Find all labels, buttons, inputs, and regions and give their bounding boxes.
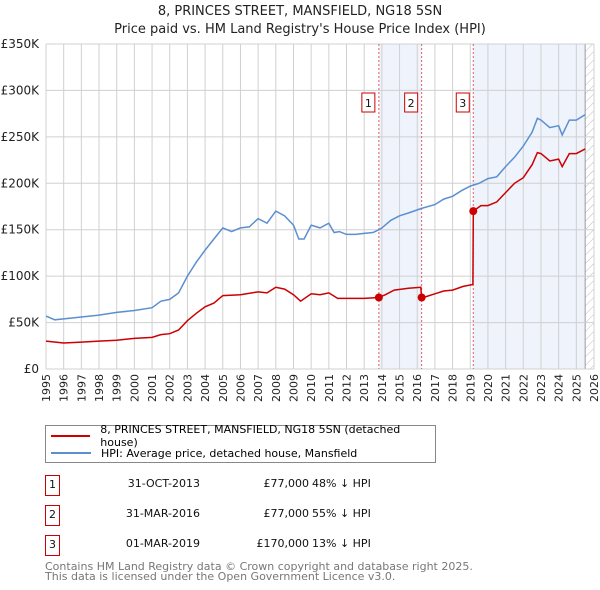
- sale-price: £170,000: [256, 537, 310, 550]
- sale-label-box: [455, 92, 470, 113]
- x-tick-label: 1999: [111, 374, 124, 402]
- sale-marker-badge: 3: [45, 535, 60, 556]
- sale-label: 3: [459, 97, 466, 110]
- y-tick-label: £300K: [1, 83, 41, 97]
- legend-label-hpi: HPI: Average price, detached house, Mans…: [101, 446, 358, 460]
- legend-swatch-hpi: [51, 452, 91, 454]
- legend-label-property: 8, PRINCES STREET, MANSFIELD, NG18 5SN (…: [100, 423, 401, 449]
- footer-licence: This data is licensed under the Open Gov…: [45, 570, 396, 583]
- sale-price: £77,000: [263, 477, 310, 490]
- x-tick-label: 2011: [323, 374, 336, 402]
- sale-date: 01-MAR-2019: [125, 537, 200, 550]
- sale-point: [374, 293, 383, 302]
- y-tick-label: £250K: [1, 130, 41, 144]
- x-tick-label: 2007: [252, 374, 265, 402]
- x-tick-label: 2022: [517, 374, 530, 402]
- x-tick-label: 1995: [40, 374, 53, 402]
- price-chart: 1995 1996 1997 1998 1999 2000 2001 2002 2003 2004…: [1, 37, 600, 402]
- chart-title: 8, PRINCES STREET, MANSFIELD, NG18 5SN: [157, 4, 443, 19]
- footer-copyright: Contains HM Land Registry data © Crown c…: [45, 560, 473, 573]
- legend-item-property: 8, PRINCES STREET, MANSFIELD, NG18 5SN (…: [46, 423, 435, 449]
- sale-label: 2: [408, 97, 415, 110]
- legend-item-hpi: HPI: Average price, detached house, Mans…: [46, 445, 357, 461]
- chart-legend: 8, PRINCES STREET, MANSFIELD, NG18 5SN (…: [45, 423, 436, 463]
- x-tick-label: 2001: [146, 374, 159, 402]
- sale-marker-badge: 2: [45, 505, 60, 526]
- sale-hpi-diff: 48% ↓ HPI: [312, 477, 371, 490]
- sale-label: 1: [365, 97, 372, 110]
- x-tick-label: 2010: [305, 374, 318, 402]
- sale-date: 31-OCT-2013: [127, 477, 200, 490]
- x-tick-label: 2000: [128, 374, 141, 402]
- y-tick-label: £100K: [1, 269, 41, 283]
- x-tick-label: 2005: [217, 374, 230, 402]
- x-tick-label: 2014: [376, 374, 389, 402]
- sale-point: [417, 293, 426, 302]
- x-tick-label: 2017: [429, 374, 442, 402]
- sale-hpi-diff: 13% ↓ HPI: [312, 537, 371, 550]
- y-tick-label: £150K: [1, 223, 41, 237]
- x-tick-label: 2013: [358, 374, 371, 402]
- sale-date: 31-MAR-2016: [125, 507, 200, 520]
- x-tick-label: 2006: [234, 374, 247, 402]
- y-tick-label: £200K: [1, 176, 41, 190]
- sale-price: £77,000: [263, 507, 310, 520]
- x-tick-label: 2023: [535, 374, 548, 402]
- y-tick-label: £0: [24, 362, 39, 376]
- chart-subtitle: Price paid vs. HM Land Registry's House …: [114, 22, 486, 37]
- x-tick-label: 2019: [464, 374, 477, 402]
- sale-label-box: [361, 92, 376, 113]
- x-tick-label: 2002: [164, 374, 177, 402]
- x-tick-label: 2026: [588, 374, 600, 402]
- series-line-property: [45, 148, 586, 344]
- forecast-hatch: [585, 44, 594, 369]
- legend-swatch-property: [51, 435, 91, 437]
- y-tick-label: £50K: [8, 316, 40, 330]
- x-tick-label: 2012: [341, 374, 354, 402]
- sale-hpi-diff: 55% ↓ HPI: [312, 507, 371, 520]
- x-tick-label: 1997: [75, 374, 88, 402]
- x-tick-label: 2004: [199, 374, 212, 402]
- x-tick-label: 2020: [482, 374, 495, 402]
- x-tick-label: 2025: [570, 374, 583, 402]
- sale-marker-badge: 1: [45, 475, 60, 496]
- shaded-range: [473, 44, 586, 369]
- x-tick-label: 2016: [411, 374, 424, 402]
- x-tick-label: 1996: [58, 374, 71, 402]
- x-tick-label: 1998: [93, 374, 106, 402]
- x-tick-label: 2009: [287, 374, 300, 402]
- x-tick-label: 2018: [447, 374, 460, 402]
- series-line-hpi: [45, 113, 586, 321]
- x-tick-label: 2008: [270, 374, 283, 402]
- sale-point: [469, 207, 478, 216]
- x-tick-label: 2003: [181, 374, 194, 402]
- sale-label-box: [404, 92, 419, 113]
- y-tick-label: £350K: [1, 37, 41, 51]
- x-tick-label: 2024: [553, 374, 566, 402]
- x-tick-label: 2015: [394, 374, 407, 402]
- x-tick-label: 2021: [500, 374, 513, 402]
